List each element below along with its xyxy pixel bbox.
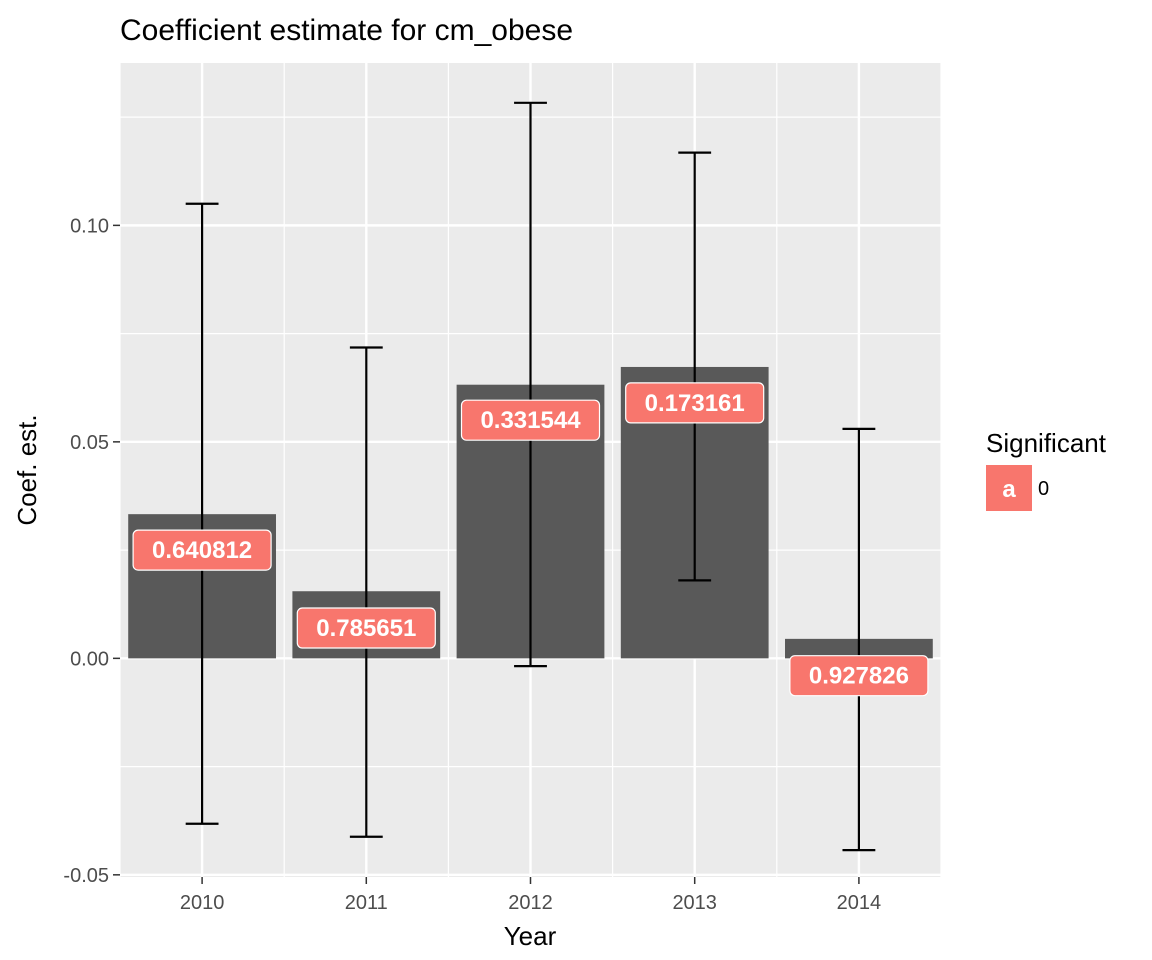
y-tick-label: 0.10 [70, 215, 109, 237]
value-label-text: 0.785651 [316, 615, 416, 642]
y-axis: -0.05 0.00 0.05 0.10 [63, 215, 120, 887]
value-label-text: 0.331544 [480, 407, 581, 434]
x-axis-title: Year [504, 921, 557, 951]
y-tick-label: -0.05 [63, 865, 109, 887]
legend-title: Significant [986, 428, 1107, 458]
chart-title: Coefficient estimate for cm_obese [120, 14, 573, 47]
error-bar-2011 [349, 346, 383, 838]
y-tick-label: 0.00 [70, 648, 109, 670]
error-bars [185, 101, 876, 852]
value-labels: 0.640812 0.785651 0.331544 0.173161 0.927826 [132, 382, 929, 697]
value-label-2010: 0.640812 [132, 529, 272, 571]
error-bar-2012 [514, 101, 547, 668]
value-label-2013: 0.173161 [625, 382, 765, 424]
legend-key [986, 465, 1032, 511]
x-tick-label: 2013 [672, 892, 717, 914]
legend-key-glyph: a [1002, 476, 1016, 503]
x-tick-label: 2014 [837, 892, 882, 914]
value-label-text: 0.927826 [809, 663, 909, 690]
y-axis-title: Coef. est. [12, 414, 42, 525]
value-label-2011: 0.785651 [296, 607, 436, 649]
error-bar-2010 [185, 202, 219, 825]
x-axis: 2010 2011 2012 2013 2014 [180, 877, 881, 914]
error-bar-2013 [678, 151, 712, 582]
x-tick-label: 2011 [345, 892, 388, 914]
value-label-text: 0.173161 [645, 390, 745, 417]
value-label-text: 0.640812 [152, 537, 252, 564]
value-label-2014: 0.927826 [789, 655, 929, 697]
legend-entry-label: 0 [1038, 478, 1049, 500]
value-label-2012: 0.331544 [460, 399, 601, 441]
x-tick-label: 2010 [180, 892, 225, 914]
x-tick-label: 2012 [508, 892, 553, 914]
y-tick-label: 0.05 [70, 432, 109, 454]
error-bar-2014 [842, 427, 876, 852]
